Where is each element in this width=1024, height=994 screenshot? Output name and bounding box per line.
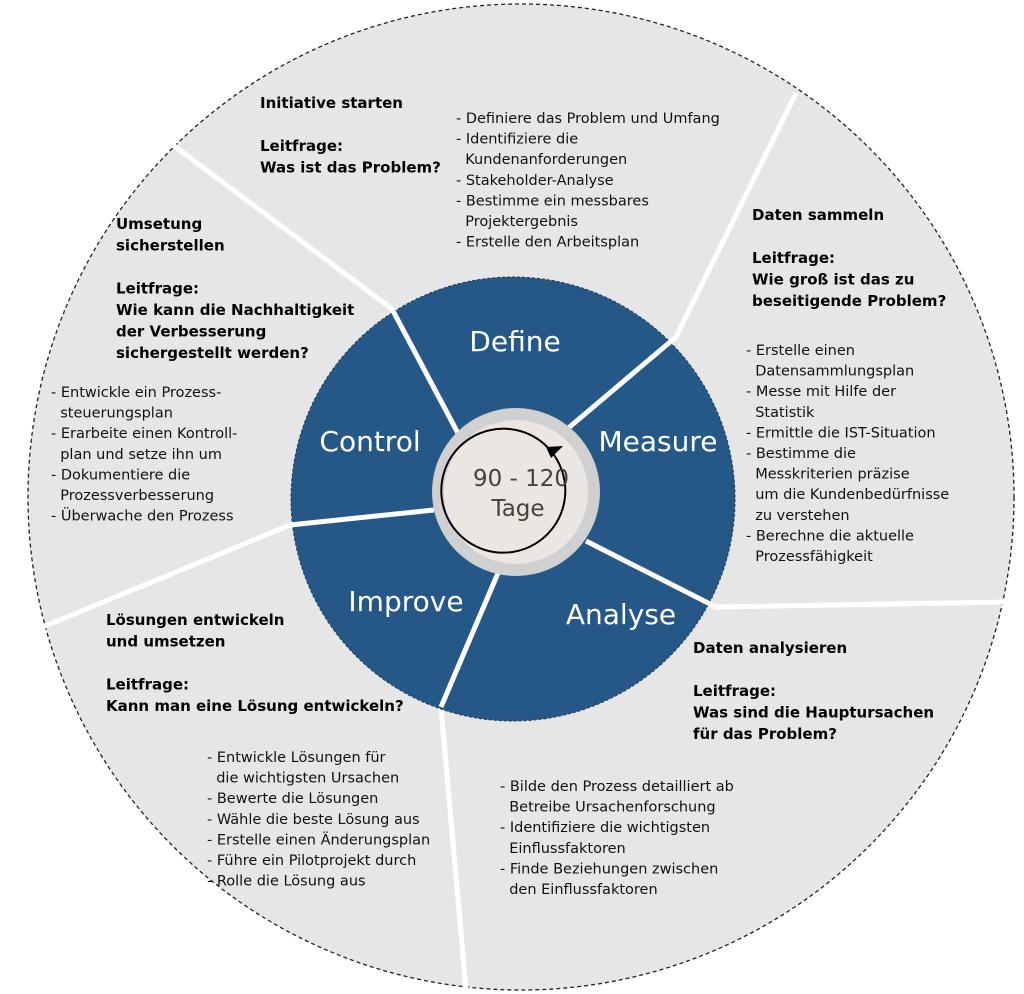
task-item: Einflussfaktoren [500,841,626,857]
task-item: - Erstelle einen Änderungsplan [207,830,430,848]
task-item: - Bilde den Prozess detailliert ab [500,779,734,795]
phase-define: Define [469,325,560,358]
section-improve: Lösungen entwickeln und umsetzen Leitfrage… [106,611,430,890]
question-text: sichergestellt werden? [116,344,309,362]
question-text: Was sind die Hauptursachen [693,704,934,722]
section-title: sicherstellen [116,237,225,255]
task-item: - Identifiziere die [456,132,578,148]
inner-divider-analyse-improve [438,572,501,708]
question-text: für das Problem? [693,725,837,743]
phase-measure: Measure [599,425,718,458]
task-item: - Berechne die aktuelle [746,528,914,544]
task-item: - Erarbeite einen Kontroll- [51,426,237,442]
task-item: - Messe mit Hilfe der [746,384,896,400]
task-item: - Definiere das Problem und Umfang [456,111,720,127]
phase-improve: Improve [348,585,463,618]
task-item: Projektergebnis [456,214,578,230]
question-label: Leitfrage: [106,676,189,694]
task-item: - Bestimme die [746,446,856,462]
task-item: - Dokumentiere die [51,467,190,483]
task-item: steuerungsplan [51,406,173,422]
phase-control: Control [319,425,420,458]
hub-days-unit: Tage [490,496,544,522]
task-item: - Ermittle die IST-Situation [746,425,936,441]
inner-divider-control-define [389,307,463,439]
task-item: - Entwickle ein Prozess- [51,385,221,401]
task-item: - Rolle die Lösung aus [207,874,366,890]
task-item: die wichtigsten Ursachen [207,771,399,787]
task-item: Statistik [746,405,815,421]
question-text: der Verbesserung [116,323,266,341]
section-analyse: Daten analysieren Leitfrage: Was sind die … [500,639,934,898]
inner-divider-improve-control [289,507,435,528]
inner-divider-define-measure [564,335,678,432]
section-title: Lösungen entwickeln [106,611,284,629]
section-define: Initiative starten Leitfrage: Was ist das … [260,94,720,251]
section-title: Initiative starten [260,94,403,112]
task-item: Kundenanforderungen [456,152,627,168]
question-text: beseitigende Problem? [752,292,946,310]
inner-dividers [289,307,718,708]
task-item: - Finde Beziehungen zwischen [500,861,718,877]
question-label: Leitfrage: [752,249,835,267]
task-item: - Erstelle einen [746,343,855,359]
task-item: - Wähle die beste Lösung aus [207,812,420,828]
question-text: Wie groß ist das zu [752,271,914,289]
task-item: den Einflussfaktoren [500,882,658,898]
task-item: Datensammlungsplan [746,364,914,380]
task-item: um die Kundenbedürfnisse [746,487,949,503]
question-text: Wie kann die Nachhaltigkeit [116,301,354,319]
phase-analyse: Analyse [566,598,676,631]
section-control: Umsetung sicherstellen Leitfrage: Wie kann … [51,215,354,525]
task-item: Messkriterien präzise [746,467,910,483]
question-label: Leitfrage: [260,137,343,155]
question-text: Kann man eine Lösung entwickeln? [106,697,404,715]
task-item: - Stakeholder-Analyse [456,173,614,189]
task-item: Prozessfähigkeit [746,549,873,565]
task-item: - Erstelle den Arbeitsplan [456,235,639,251]
section-measure: Daten sammeln Leitfrage: Wie groß ist das … [746,206,949,565]
question-label: Leitfrage: [693,682,776,700]
inner-divider-measure-analyse [584,538,718,610]
section-title: Daten sammeln [752,206,884,224]
task-item: - Bewerte die Lösungen [207,791,378,807]
task-item: - Bestimme ein messbares [456,193,649,209]
section-title: Umsetung [116,215,202,233]
task-item: - Entwickle Lösungen für [207,750,386,766]
task-item: Prozessverbesserung [51,488,214,504]
section-title: Daten analysieren [693,639,847,657]
circular-arrow-icon [440,427,567,554]
question-label: Leitfrage: [116,280,199,298]
task-item: plan und setze ihn um [51,447,222,463]
task-item: zu verstehen [746,508,850,524]
task-item: Betreibe Ursachenforschung [500,800,716,816]
section-title: und umsetzen [106,633,225,651]
hub-days-value: 90 - 120 [473,466,569,492]
question-text: Was ist das Problem? [260,159,441,177]
task-item: - Überwache den Prozess [51,507,234,525]
task-item: - Identifiziere die wichtigsten [500,820,710,836]
task-item: - Führe ein Pilotprojekt durch [207,853,416,869]
